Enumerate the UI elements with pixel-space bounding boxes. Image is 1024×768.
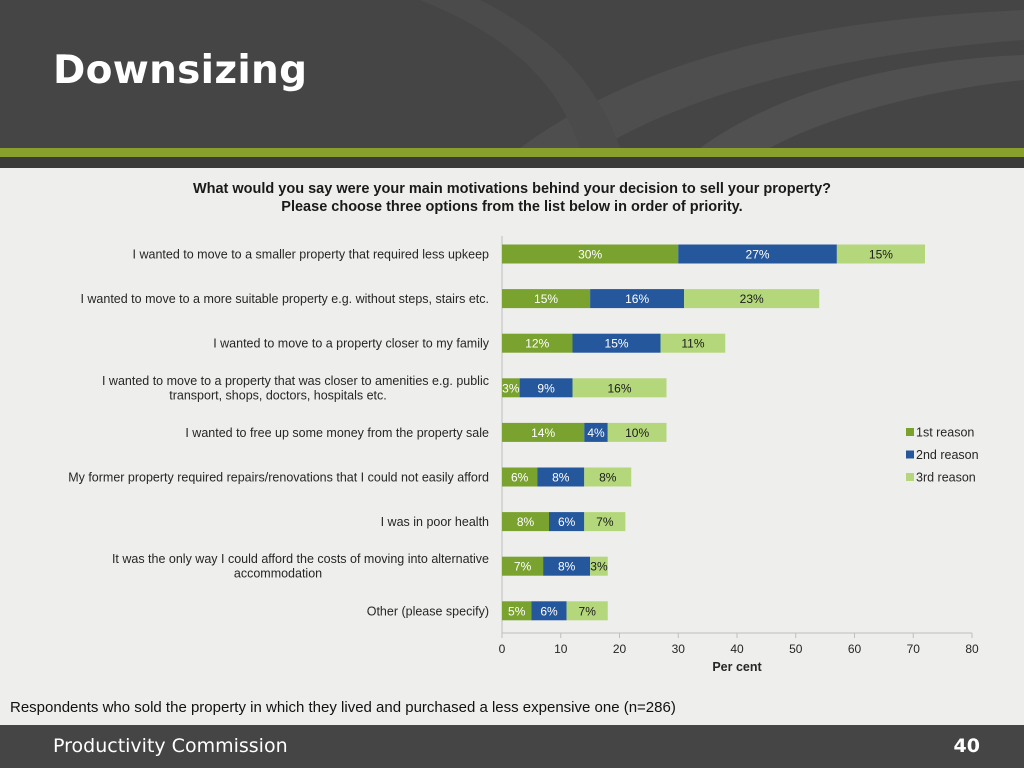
- bar-segment: [584, 512, 626, 532]
- category-label: I wanted to move to a property that was …: [102, 374, 489, 403]
- bar-segment: [566, 601, 608, 621]
- bar-segment: [537, 467, 585, 487]
- data-label: 15%: [605, 337, 629, 351]
- bar-segment: [502, 422, 585, 442]
- bar-segment: [502, 467, 538, 487]
- category-label: I wanted to move to a property closer to…: [213, 337, 490, 351]
- stacked-bar-chart: I wanted to move to a smaller property t…: [68, 236, 979, 674]
- divider-band: [0, 157, 1024, 168]
- category-label: I was in poor health: [381, 515, 489, 529]
- bar-segment: [584, 467, 632, 487]
- bar-segment: [502, 244, 679, 264]
- data-label: 8%: [599, 471, 617, 485]
- data-label: 3%: [502, 381, 520, 395]
- x-tick-label: 60: [848, 642, 862, 656]
- x-tick-label: 70: [907, 642, 921, 656]
- bar-segment: [502, 512, 549, 532]
- x-tick-label: 30: [672, 642, 686, 656]
- data-label: 5%: [508, 604, 526, 618]
- data-label: 16%: [625, 292, 649, 306]
- bar-segment: [531, 601, 567, 621]
- x-tick-label: 20: [613, 642, 627, 656]
- chart-title: What would you say were your main motiva…: [0, 180, 1024, 216]
- category-label: I wanted to free up some money from the …: [185, 426, 489, 440]
- footnote: Respondents who sold the property in whi…: [10, 699, 676, 716]
- data-label: 7%: [514, 560, 532, 574]
- data-label: 27%: [746, 248, 770, 262]
- category-label: I wanted to move to a more suitable prop…: [80, 292, 489, 306]
- category-label: Other (please specify): [367, 604, 489, 618]
- slide-header: Downsizing: [0, 0, 1024, 148]
- accent-band: [0, 148, 1024, 157]
- x-tick-label: 80: [965, 642, 979, 656]
- data-label: 23%: [740, 292, 764, 306]
- category-label: My former property required repairs/reno…: [68, 471, 489, 485]
- data-label: 3%: [590, 560, 608, 574]
- bar-segment: [502, 378, 520, 398]
- bar-segment: [549, 512, 585, 532]
- data-label: 8%: [558, 560, 576, 574]
- data-label: 6%: [540, 604, 558, 618]
- bar-segment: [502, 601, 532, 621]
- legend-swatch: [906, 450, 914, 459]
- data-label: 6%: [558, 515, 576, 529]
- slide-title: Downsizing: [53, 48, 308, 93]
- data-label: 12%: [525, 337, 549, 351]
- data-label: 8%: [517, 515, 535, 529]
- bar-segment: [590, 556, 608, 576]
- bar-segment: [502, 289, 591, 309]
- data-label: 8%: [552, 471, 570, 485]
- chart-title-line: What would you say were your main motiva…: [192, 181, 832, 197]
- bar-segment: [684, 289, 820, 309]
- slide-footer: Productivity Commission 40: [0, 725, 1024, 768]
- data-label: 11%: [681, 337, 704, 351]
- page-number: 40: [953, 735, 980, 757]
- bar-segment: [678, 244, 837, 264]
- bar-segment: [584, 422, 608, 442]
- bar-segment: [502, 333, 573, 353]
- data-label: 10%: [625, 426, 649, 440]
- bar-segment: [572, 333, 661, 353]
- bar-segment: [836, 244, 925, 264]
- legend-label: 2nd reason: [916, 448, 979, 462]
- bar-segment: [607, 422, 667, 442]
- x-tick-label: 0: [499, 642, 506, 656]
- x-tick-label: 10: [554, 642, 568, 656]
- footer-organisation: Productivity Commission: [53, 735, 288, 757]
- data-label: 9%: [537, 381, 555, 395]
- category-label-line: It was the only way I could afford the c…: [112, 552, 489, 566]
- x-tick-label: 50: [789, 642, 803, 656]
- data-label: 6%: [511, 471, 529, 485]
- header-swoosh-decoration: [420, 0, 1024, 148]
- bar-segment: [590, 289, 685, 309]
- x-axis-title: Per cent: [712, 660, 762, 674]
- category-label-line: I wanted to move to a property that was …: [102, 374, 489, 388]
- category-label: I wanted to move to a smaller property t…: [133, 248, 489, 262]
- bar-segment: [519, 378, 573, 398]
- bar-segment: [502, 556, 544, 576]
- data-label: 4%: [587, 426, 605, 440]
- x-tick-label: 40: [730, 642, 744, 656]
- data-label: 30%: [578, 248, 602, 262]
- data-label: 15%: [534, 292, 558, 306]
- legend-label: 1st reason: [916, 426, 974, 440]
- legend-swatch: [906, 428, 914, 436]
- bar-segment: [660, 333, 726, 353]
- data-label: 16%: [607, 381, 631, 395]
- data-label: 15%: [869, 248, 893, 262]
- legend-swatch: [906, 473, 914, 481]
- category-label: It was the only way I could afford the c…: [112, 552, 489, 581]
- chart-title-line: Please choose three options from the lis…: [281, 199, 743, 215]
- bar-segment: [543, 556, 591, 576]
- bar-segment: [572, 378, 667, 398]
- legend-label: 3rd reason: [916, 471, 976, 485]
- data-label: 7%: [579, 604, 597, 618]
- data-label: 14%: [531, 426, 555, 440]
- category-label-line: transport, shops, doctors, hospitals etc…: [169, 388, 386, 402]
- data-label: 7%: [596, 515, 614, 529]
- category-label-line: accommodation: [234, 567, 322, 581]
